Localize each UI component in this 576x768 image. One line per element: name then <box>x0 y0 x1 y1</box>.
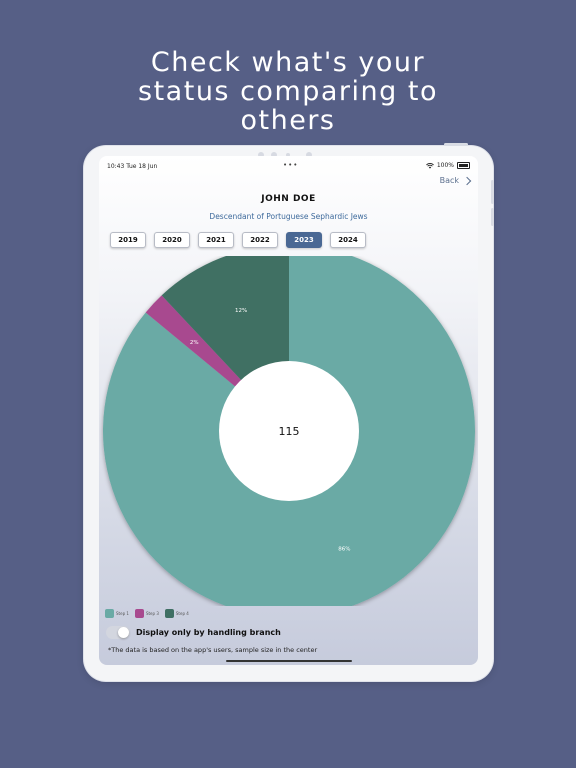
camera-dot <box>258 152 264 158</box>
donut-hole <box>219 361 359 501</box>
app-screen: 10:43 Tue 18 Jun ••• 100% Back JOHN DOE … <box>99 156 478 665</box>
toggle-knob <box>118 627 129 638</box>
headline-line-3: others <box>240 105 336 136</box>
slice-percent-label: 86% <box>338 547 350 553</box>
sample-size-label: 115 <box>279 425 300 438</box>
year-button-2020[interactable]: 2020 <box>154 232 190 248</box>
status-indicators: 100% <box>425 162 470 169</box>
status-time: 10:43 Tue 18 Jun <box>107 163 158 170</box>
year-button-2024[interactable]: 2024 <box>330 232 366 248</box>
back-label: Back <box>439 176 459 185</box>
headline-line-1: Check what's your <box>150 47 426 78</box>
slice-percent-label: 2% <box>190 340 199 346</box>
home-indicator[interactable] <box>226 660 352 662</box>
camera-dot <box>286 153 290 157</box>
tablet-power-button <box>444 143 468 146</box>
chevron-right-icon <box>462 176 472 185</box>
legend-item: Step 4 <box>164 609 189 618</box>
data-footnote: *The data is based on the app's users, s… <box>108 646 318 654</box>
battery-percent: 100% <box>436 162 454 169</box>
year-button-2019[interactable]: 2019 <box>110 232 146 248</box>
year-button-2021[interactable]: 2021 <box>198 232 234 248</box>
legend-label: Step 4 <box>175 611 189 616</box>
legend-label: Step 1 <box>116 611 129 616</box>
user-name: JOHN DOE <box>261 194 316 204</box>
legend-item: Step 1 <box>105 609 129 618</box>
battery-icon <box>457 162 470 169</box>
back-button[interactable]: Back <box>439 176 472 185</box>
legend-item: Step 3 <box>134 609 159 618</box>
year-button-2022[interactable]: 2022 <box>242 232 278 248</box>
chart-legend: Step 1 Step 3 Step 4 <box>105 609 189 618</box>
branch-toggle-row: Display only by handling branch <box>106 626 281 639</box>
wifi-icon <box>425 162 434 169</box>
user-category: Descendant of Portuguese Sephardic Jews <box>209 212 368 221</box>
tablet-volume-button <box>491 180 494 204</box>
status-donut-chart: 86% 2% 12% 115 <box>103 256 475 606</box>
camera-dot <box>306 152 312 158</box>
legend-swatch <box>164 609 174 618</box>
legend-swatch <box>134 609 144 618</box>
multitask-dots[interactable]: ••• <box>283 161 299 169</box>
year-selector: 2019 2020 2021 2022 2023 2024 <box>110 232 366 248</box>
headline-line-2: status comparing to <box>138 76 438 107</box>
year-button-2023[interactable]: 2023 <box>286 232 322 248</box>
headline: Check what's your status comparing to ot… <box>0 48 576 135</box>
camera-dot <box>271 152 277 158</box>
branch-toggle-label: Display only by handling branch <box>136 628 281 637</box>
tablet-volume-button-2 <box>491 208 494 226</box>
branch-toggle[interactable] <box>106 626 130 639</box>
legend-swatch <box>105 609 114 618</box>
legend-label: Step 3 <box>145 611 159 616</box>
slice-percent-label: 12% <box>235 308 247 314</box>
